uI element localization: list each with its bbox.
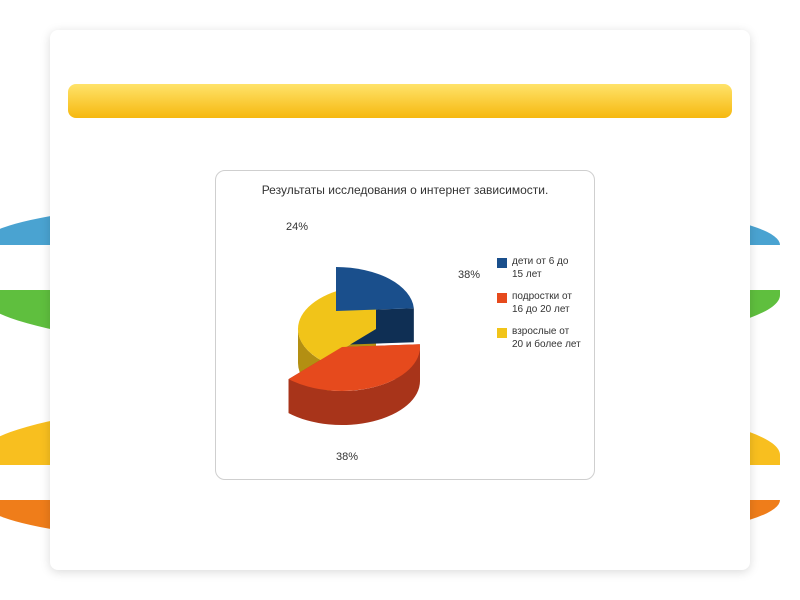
chart-title: Результаты исследования о интернет завис… (216, 183, 594, 197)
legend-item: взрослые от 20 и более лет (497, 326, 582, 351)
legend-label: дети от 6 до 15 лет (512, 256, 582, 281)
slice-label-children: 24% (286, 221, 308, 233)
legend-label: подростки от 16 до 20 лет (512, 291, 582, 316)
slide-card: Результаты исследования о интернет завис… (50, 30, 750, 570)
legend: дети от 6 до 15 лет подростки от 16 до 20… (497, 256, 582, 361)
chart-card: Результаты исследования о интернет завис… (215, 170, 595, 480)
legend-item: подростки от 16 до 20 лет (497, 291, 582, 316)
slice-label-adults: 38% (458, 269, 480, 281)
legend-swatch (497, 293, 507, 303)
header-bar (68, 84, 732, 118)
legend-swatch (497, 258, 507, 268)
slice-label-teens: 38% (336, 451, 358, 463)
legend-label: взрослые от 20 и более лет (512, 326, 582, 351)
pie-chart: 24% 38% 38% (226, 219, 486, 469)
legend-swatch (497, 328, 507, 338)
legend-item: дети от 6 до 15 лет (497, 256, 582, 281)
